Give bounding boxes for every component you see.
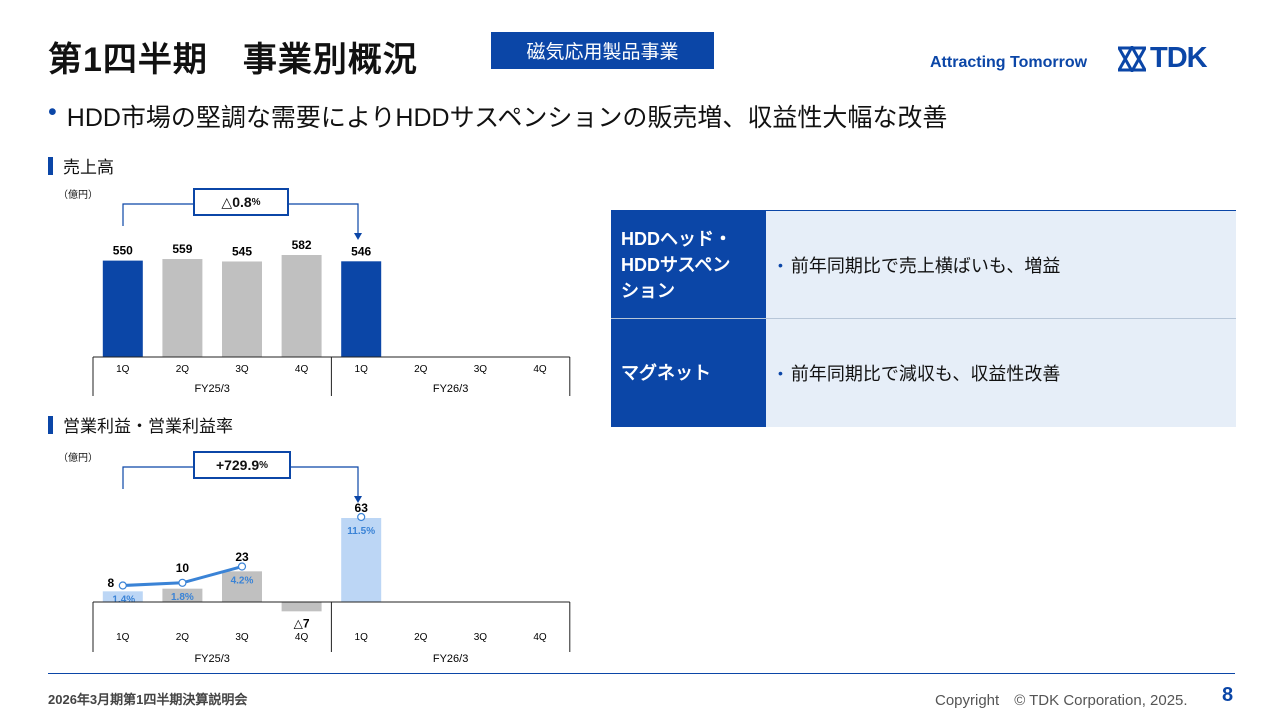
margin-point bbox=[357, 512, 366, 522]
tdk-emblem-icon bbox=[1118, 45, 1146, 72]
profit-value-label: △7 bbox=[294, 616, 310, 630]
footer-divider bbox=[48, 673, 1235, 674]
category-label: 1Q bbox=[355, 632, 369, 643]
group-label: FY26/3 bbox=[433, 653, 468, 665]
group-label: FY25/3 bbox=[194, 383, 229, 395]
footer-copyright: Copyright © TDK Corporation, 2025. bbox=[935, 692, 1188, 709]
row-comment: 前年同期比で売上横ばいも、増益 bbox=[790, 255, 1061, 276]
head-line: HDDサスペン bbox=[621, 254, 731, 275]
profit-change-unit: % bbox=[259, 459, 269, 471]
segment-table: HDDヘッド・ HDDサスペン ション • 前年同期比で売上横ばいも、増益 マグ… bbox=[611, 210, 1236, 427]
category-label: 1Q bbox=[355, 364, 369, 375]
profit-bar bbox=[102, 591, 143, 602]
heading-marker bbox=[48, 415, 53, 434]
sales-bar bbox=[341, 261, 382, 357]
bullet-dot-icon: • bbox=[778, 365, 783, 381]
table-row: マグネット • 前年同期比で減収も、収益性改善 bbox=[611, 318, 1236, 427]
sales-heading-text: 売上高 bbox=[63, 158, 114, 177]
category-label: 4Q bbox=[295, 632, 309, 643]
change-arrow-icon bbox=[354, 496, 362, 503]
sales-value-label: 550 bbox=[113, 244, 133, 258]
sales-bar bbox=[162, 259, 203, 357]
main-bullet: • HDD市場の堅調な需要によりHDDサスペンションの販売増、収益性大幅な改善 bbox=[48, 98, 947, 134]
table-row-body: • 前年同期比で売上横ばいも、増益 bbox=[766, 211, 1236, 318]
profit-bar bbox=[162, 588, 203, 602]
head-line: ション bbox=[621, 280, 675, 301]
category-label: 3Q bbox=[474, 364, 488, 375]
sales-unit: （億円） bbox=[58, 190, 98, 201]
sales-heading: 売上高 bbox=[48, 153, 114, 178]
category-label: 1Q bbox=[116, 364, 130, 375]
profit-value-label: 63 bbox=[355, 501, 369, 515]
sales-change-unit: % bbox=[251, 196, 261, 208]
table-row-head: マグネット bbox=[611, 319, 766, 427]
group-label: FY25/3 bbox=[194, 653, 229, 665]
head-line: マグネット bbox=[621, 363, 711, 383]
bullet-dot-icon: • bbox=[48, 98, 57, 126]
heading-marker bbox=[48, 156, 53, 175]
margin-point bbox=[237, 562, 247, 571]
footer-event: 2026年3月期第1四半期決算説明会 bbox=[48, 692, 248, 707]
sales-change-box: △0.8% bbox=[193, 188, 289, 216]
table-row-head: HDDヘッド・ HDDサスペン ション bbox=[611, 211, 766, 318]
category-label: 4Q bbox=[533, 364, 547, 375]
profit-unit: （億円） bbox=[58, 453, 98, 464]
group-label: FY26/3 bbox=[433, 383, 468, 395]
profit-value-label: 23 bbox=[235, 550, 249, 564]
margin-label: 1.8% bbox=[171, 592, 194, 603]
profit-change-box: +729.9% bbox=[193, 451, 291, 479]
category-label: 3Q bbox=[474, 632, 488, 643]
profit-heading-text: 営業利益・営業利益率 bbox=[63, 417, 233, 436]
category-label: 3Q bbox=[235, 364, 249, 375]
segment-label: 磁気応用製品事業 bbox=[491, 32, 714, 69]
sales-value-label: 559 bbox=[172, 242, 192, 256]
profit-heading: 営業利益・営業利益率 bbox=[48, 412, 233, 437]
margin-point bbox=[178, 578, 187, 587]
sales-change-value: △0.8 bbox=[221, 193, 252, 210]
category-label: 1Q bbox=[116, 632, 130, 643]
row-comment: 前年同期比で減収も、収益性改善 bbox=[790, 364, 1061, 384]
profit-bar bbox=[281, 602, 322, 612]
margin-label: 11.5% bbox=[347, 526, 375, 537]
profit-bar bbox=[222, 571, 262, 602]
sales-bar bbox=[281, 255, 322, 357]
category-label: 4Q bbox=[533, 632, 547, 643]
table-row: HDDヘッド・ HDDサスペン ション • 前年同期比で売上横ばいも、増益 bbox=[611, 211, 1236, 318]
bullet-dot-icon: • bbox=[778, 256, 783, 273]
sales-bar bbox=[222, 261, 262, 357]
tdk-logo: TDK bbox=[1118, 42, 1208, 75]
page-title: 第1四半期 事業別概況 bbox=[48, 41, 418, 79]
sales-value-label: 546 bbox=[351, 244, 371, 258]
category-label: 4Q bbox=[295, 364, 309, 375]
margin-label: 1.4% bbox=[112, 595, 135, 606]
profit-bar bbox=[341, 518, 382, 602]
category-label: 2Q bbox=[414, 632, 428, 643]
profit-change-value: +729.9 bbox=[215, 457, 260, 473]
margin-point bbox=[118, 581, 127, 590]
bullet-text: HDD市場の堅調な需要によりHDDサスペンションの販売増、収益性大幅な改善 bbox=[66, 104, 948, 132]
logo-text: TDK bbox=[1150, 42, 1208, 74]
sales-value-label: 582 bbox=[292, 238, 312, 252]
sales-bar bbox=[102, 260, 143, 357]
margin-label: 4.2% bbox=[231, 576, 254, 587]
category-label: 2Q bbox=[414, 364, 428, 375]
table-row-body: • 前年同期比で減収も、収益性改善 bbox=[766, 319, 1236, 427]
change-arrow-icon bbox=[354, 233, 362, 240]
profit-value-label: 8 bbox=[107, 576, 114, 590]
category-label: 2Q bbox=[176, 632, 190, 643]
page-number: 8 bbox=[1222, 684, 1234, 706]
category-label: 3Q bbox=[235, 632, 249, 643]
tagline: Attracting Tomorrow bbox=[930, 54, 1088, 71]
category-label: 2Q bbox=[176, 364, 190, 375]
profit-value-label: 10 bbox=[176, 561, 190, 575]
sales-value-label: 545 bbox=[232, 244, 252, 258]
head-line: HDDヘッド・ bbox=[621, 228, 732, 249]
